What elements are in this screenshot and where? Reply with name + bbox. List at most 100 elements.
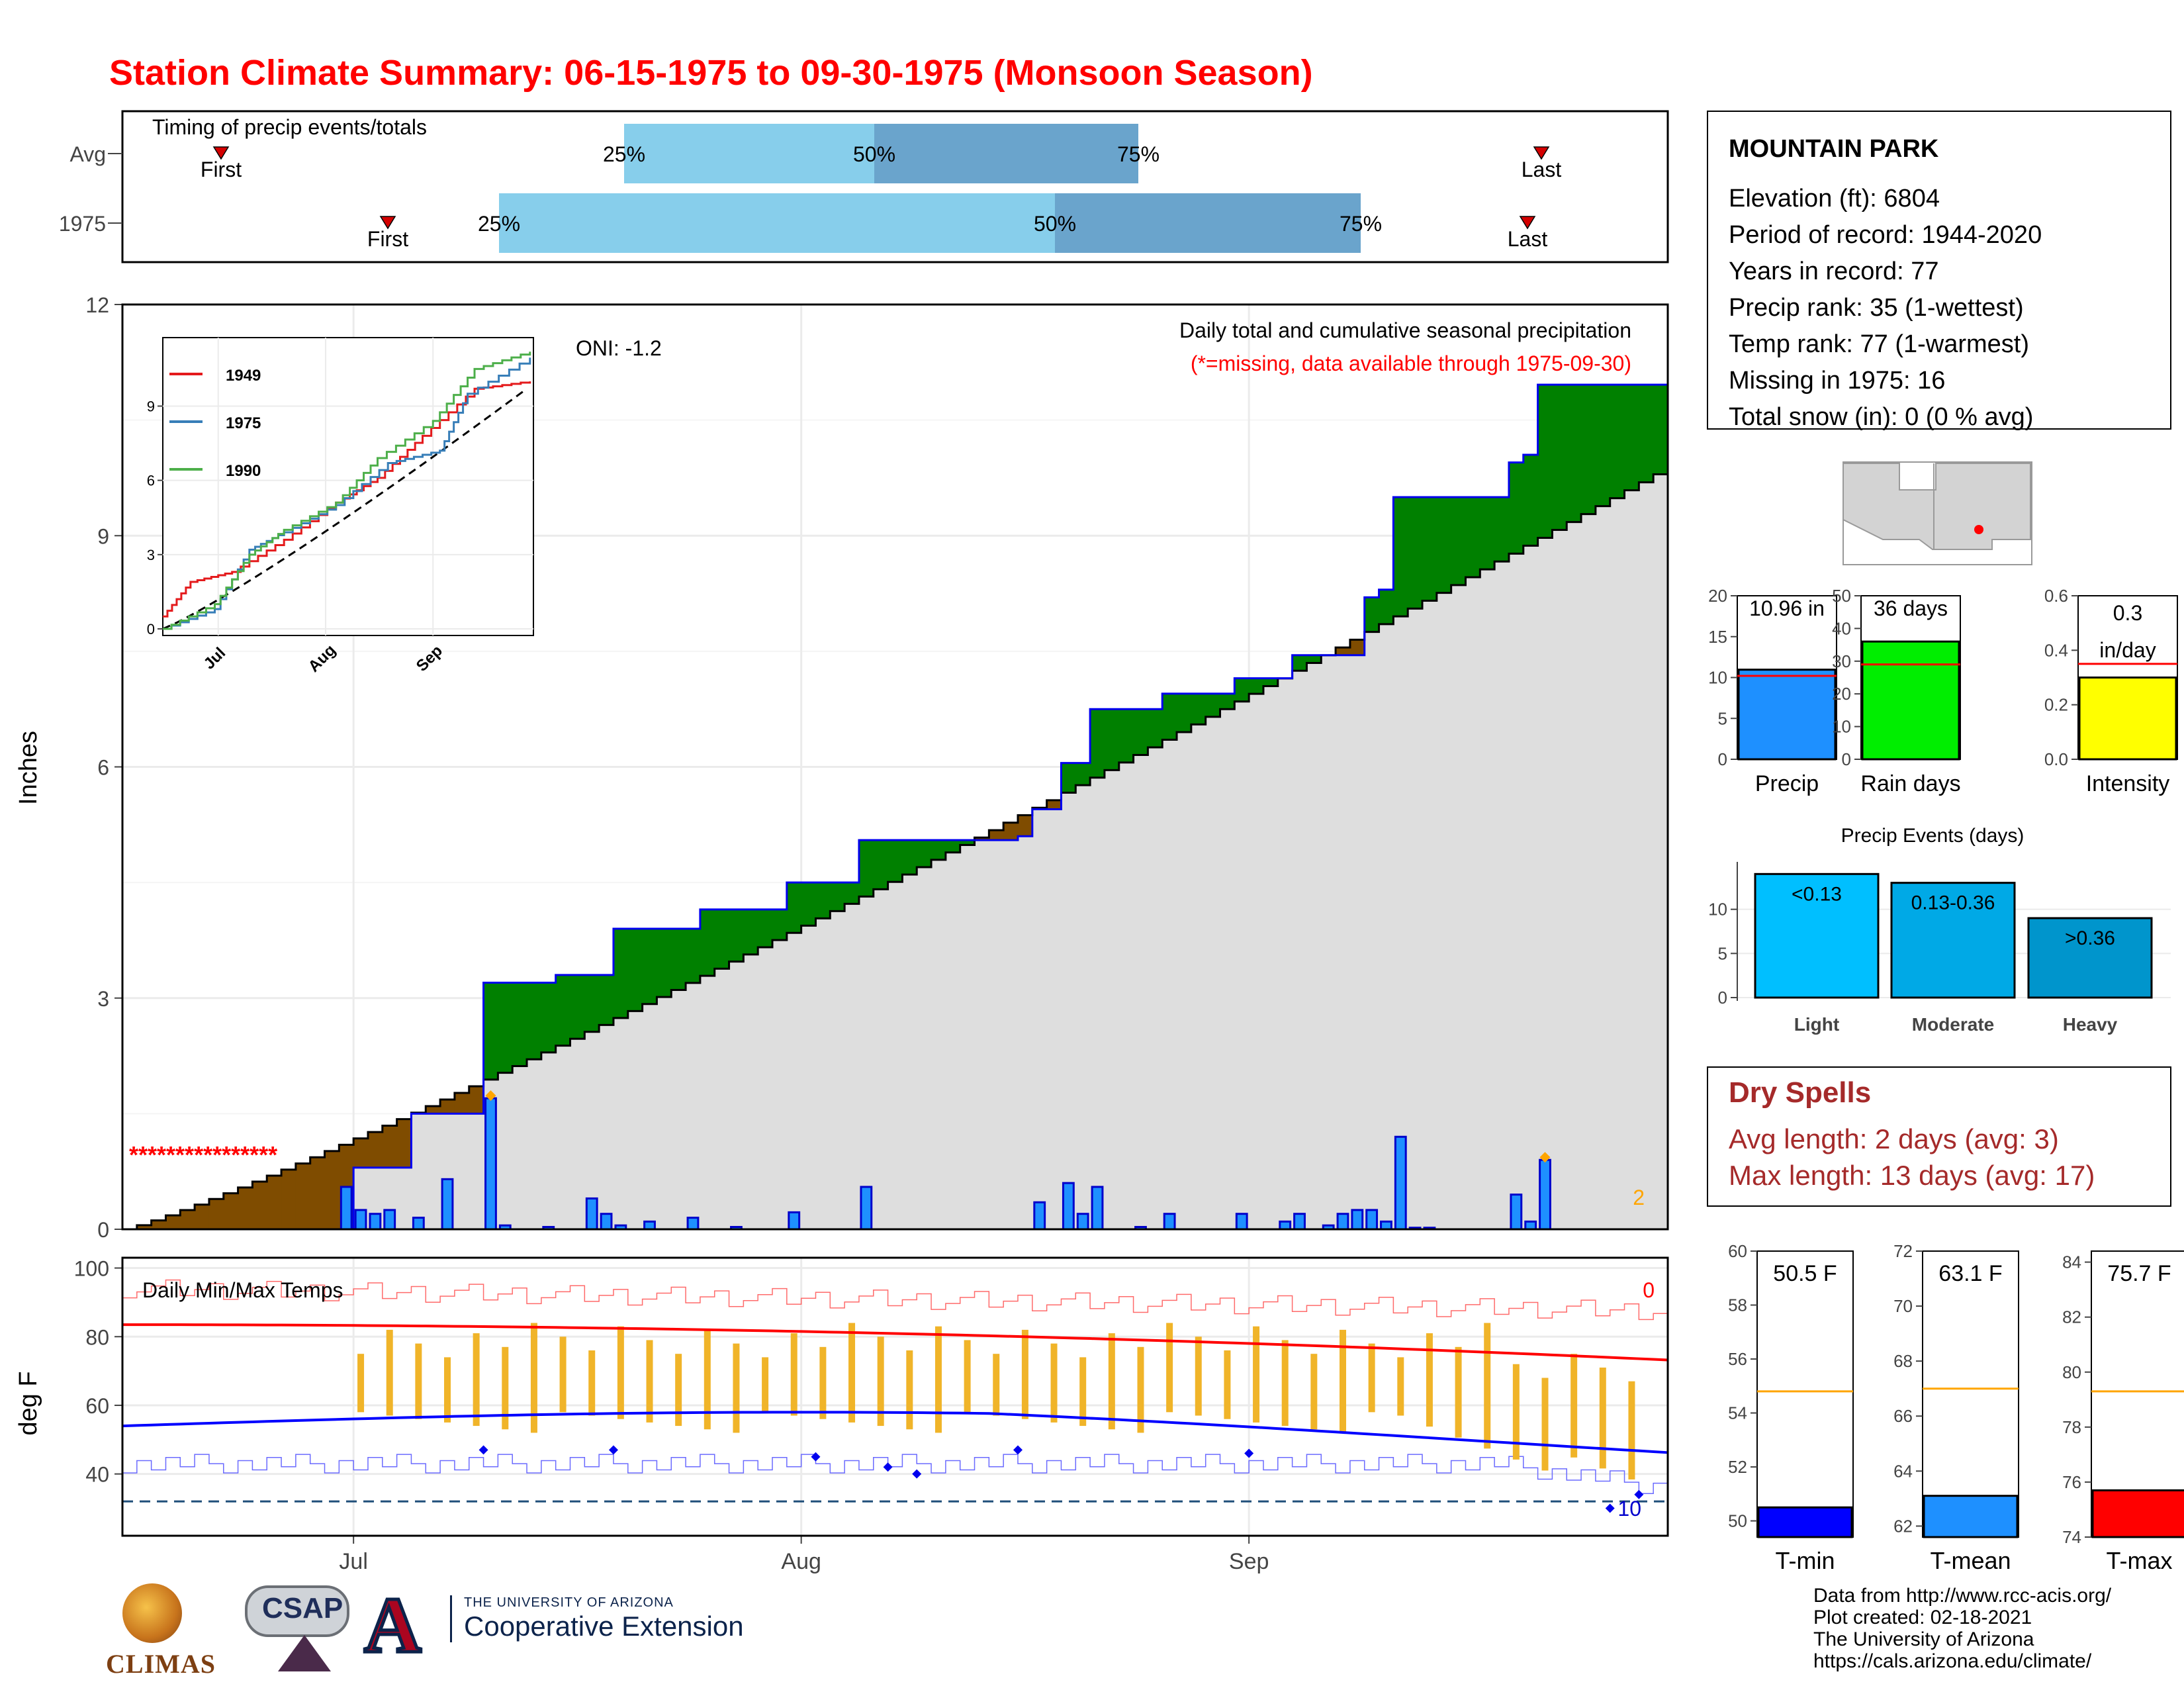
- deficit-band: [396, 1119, 412, 1168]
- surplus-band: [1537, 385, 1553, 538]
- daily-temp-range-bar: [790, 1333, 797, 1416]
- surplus-band: [902, 840, 917, 875]
- arizona-region-map: [1843, 463, 2031, 550]
- record-low-marker: [912, 1469, 922, 1479]
- daily-precip-bar: [1510, 1194, 1523, 1231]
- temp-summary-ytick-label: 74: [2062, 1527, 2081, 1547]
- surplus-band: [1118, 709, 1134, 763]
- record-low-line: [122, 1454, 1668, 1494]
- daily-temp-range-bar: [675, 1354, 682, 1427]
- dry-spells-line: Avg length: 2 days (avg: 3): [1729, 1123, 2059, 1154]
- timing-row-label: Avg: [69, 142, 106, 166]
- daily-precip-bar: [600, 1213, 613, 1231]
- surplus-band: [527, 982, 542, 1060]
- temp-summary-ytick-label: 60: [1728, 1241, 1747, 1261]
- daily-temp-range-bar: [1079, 1357, 1087, 1427]
- surplus-band: [1465, 497, 1480, 577]
- daily-precip-bar: [788, 1211, 801, 1231]
- precip-ytick-label: 3: [97, 987, 109, 1011]
- daily-temp-range-bar: [1137, 1346, 1144, 1433]
- precip-event-range-label: 0.13-0.36: [1911, 892, 1995, 914]
- record-day-count: 2: [1633, 1186, 1645, 1209]
- daily-temp-range-bar: [1541, 1378, 1549, 1471]
- summary-value-label: 10.96 in: [1749, 596, 1825, 620]
- station-info-line: Total snow (in): 0 (0 % avg): [1729, 403, 2033, 431]
- timing-bar-25-50: [499, 193, 1055, 253]
- station-info-line: Elevation (ft): 6804: [1729, 185, 1940, 212]
- daily-precip-bar: [585, 1197, 598, 1231]
- daily-temp-range-bar: [1021, 1329, 1028, 1419]
- summary-ytick-label: 20: [1708, 586, 1727, 606]
- temp-summary-ytick-label: 62: [1893, 1516, 1913, 1536]
- station-name: MOUNTAIN PARK: [1729, 135, 1939, 163]
- surplus-band: [700, 909, 715, 976]
- deficit-band: [1017, 815, 1033, 837]
- temp-summary-ytick-label: 54: [1728, 1403, 1747, 1423]
- surplus-band: [1422, 497, 1437, 601]
- oni-label: ONI: -1.2: [576, 336, 662, 360]
- precip-events-title: Precip Events (days): [1841, 825, 2025, 847]
- daily-precip-bar: [441, 1178, 454, 1231]
- timing-last-label: Last: [1508, 227, 1548, 251]
- temp-summary-value-bar: [1923, 1495, 2019, 1538]
- record-low-count: 10: [1617, 1497, 1641, 1521]
- daily-precip-bar: [686, 1217, 700, 1231]
- deficit-band: [208, 1199, 224, 1229]
- surplus-band: [1595, 385, 1611, 506]
- summary-category-label: Intensity: [2086, 771, 2170, 796]
- daily-temp-range-bar: [1628, 1381, 1635, 1479]
- summary-ytick-label: 50: [1832, 586, 1851, 606]
- surplus-band: [1205, 693, 1221, 717]
- surplus-band: [1567, 385, 1582, 522]
- daily-temp-range-bar: [1253, 1326, 1260, 1423]
- temp-summary-ytick-label: 64: [1893, 1461, 1913, 1481]
- deficit-band: [454, 1092, 470, 1114]
- daily-precip-bar: [484, 1097, 497, 1231]
- surplus-band: [1061, 763, 1076, 793]
- surplus-band: [772, 909, 788, 941]
- daily-temp-range-bar: [819, 1346, 827, 1419]
- surplus-band: [599, 974, 614, 1025]
- daily-precip-bar: [354, 1209, 367, 1231]
- surplus-band: [1393, 497, 1408, 617]
- surplus-band: [613, 928, 629, 1018]
- temp-ytick-label: 60: [85, 1394, 109, 1418]
- normal-high-line: [122, 1323, 1668, 1362]
- deficit-band: [382, 1125, 398, 1168]
- timing-pct-label: 25%: [478, 212, 520, 236]
- surplus-band: [1133, 709, 1148, 755]
- inset-ytick-label: 3: [147, 547, 155, 563]
- surplus-band: [1610, 385, 1625, 498]
- temp-summary-category-label: T-min: [1776, 1547, 1835, 1574]
- missing-data-marks: ****************: [129, 1141, 277, 1168]
- temp-summary-value-bar: [2091, 1489, 2184, 1538]
- daily-temp-range-bar: [733, 1343, 740, 1433]
- temp-summary-ytick-label: 80: [2062, 1362, 2081, 1382]
- record-low-marker: [1244, 1448, 1254, 1458]
- normal-low-line: [122, 1411, 1668, 1454]
- surplus-band: [1552, 385, 1567, 530]
- surplus-band: [1408, 497, 1423, 609]
- temp-chart-title: Daily Min/Max Temps: [142, 1278, 343, 1302]
- record-low-marker: [1634, 1489, 1644, 1499]
- temp-summary-ytick-label: 52: [1728, 1457, 1747, 1477]
- precip-legend-title: Daily total and cumulative seasonal prec…: [1179, 318, 1631, 342]
- daily-precip-bar: [412, 1217, 425, 1231]
- inset-legend-label: 1975: [226, 414, 261, 432]
- daily-temp-range-bar: [762, 1357, 769, 1413]
- surplus-band: [1162, 693, 1177, 740]
- daily-temp-range-bar: [1455, 1346, 1462, 1438]
- surplus-band: [671, 928, 686, 990]
- station-location-dot: [1974, 525, 1983, 534]
- daily-temp-range-bar: [559, 1336, 567, 1413]
- deficit-band: [310, 1157, 326, 1229]
- summary-ytick-label: 10: [1832, 717, 1851, 737]
- daily-precip-bar: [1279, 1220, 1292, 1231]
- deficit-band: [165, 1215, 181, 1229]
- surplus-band: [1494, 497, 1510, 562]
- summary-category-label: Rain days: [1860, 771, 1960, 796]
- temp-summary-value-bar: [1757, 1506, 1853, 1538]
- surplus-band: [1075, 763, 1091, 786]
- surplus-band: [1292, 655, 1307, 671]
